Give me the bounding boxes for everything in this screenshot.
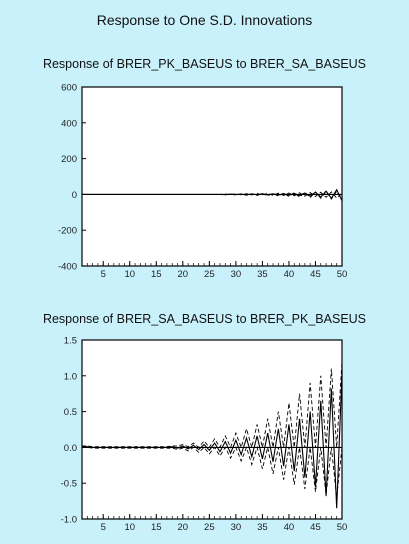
- x-tick-label: 30: [231, 269, 242, 280]
- x-tick-label: 5: [101, 522, 106, 533]
- y-tick-label: -200: [58, 226, 77, 237]
- x-tick-label: 45: [310, 269, 321, 280]
- x-tick-label: 5: [101, 269, 106, 280]
- y-tick-label: 1.5: [64, 336, 77, 347]
- x-tick-label: 40: [284, 269, 295, 280]
- y-tick-label: 400: [61, 118, 77, 129]
- chart-1-title: Response of BRER_PK_BASEUS to BRER_SA_BA…: [42, 57, 367, 71]
- x-tick-label: 20: [178, 269, 189, 280]
- y-tick-label: 0.5: [64, 407, 77, 418]
- x-tick-label: 10: [124, 522, 135, 533]
- x-tick-label: 25: [204, 269, 215, 280]
- x-tick-label: 15: [151, 269, 162, 280]
- x-tick-label: 15: [151, 522, 162, 533]
- y-tick-label: -400: [58, 262, 77, 273]
- x-tick-label: 10: [124, 269, 135, 280]
- x-tick-label: 40: [284, 522, 295, 533]
- x-tick-label: 35: [257, 269, 268, 280]
- y-tick-label: 0: [72, 190, 77, 201]
- y-tick-label: -0.5: [61, 479, 77, 490]
- x-tick-label: 25: [204, 522, 215, 533]
- x-tick-label: 30: [231, 522, 242, 533]
- x-tick-label: 20: [178, 522, 189, 533]
- y-tick-label: 0.0: [64, 443, 77, 454]
- y-tick-label: 1.0: [64, 371, 77, 382]
- response-line: [82, 372, 343, 509]
- x-tick-label: 50: [337, 522, 348, 533]
- y-tick-label: 600: [61, 83, 77, 94]
- y-tick-label: 200: [61, 154, 77, 165]
- x-tick-label: 50: [337, 269, 348, 280]
- chart-2-title: Response of BRER_SA_BASEUS to BRER_PK_BA…: [42, 312, 367, 326]
- confidence-band-line: [82, 191, 343, 199]
- plot-area: [81, 86, 343, 267]
- figure-title: Response to One S.D. Innovations: [96, 12, 313, 28]
- x-tick-label: 45: [310, 522, 321, 533]
- x-tick-label: 35: [257, 522, 268, 533]
- y-tick-label: -1.0: [61, 515, 77, 526]
